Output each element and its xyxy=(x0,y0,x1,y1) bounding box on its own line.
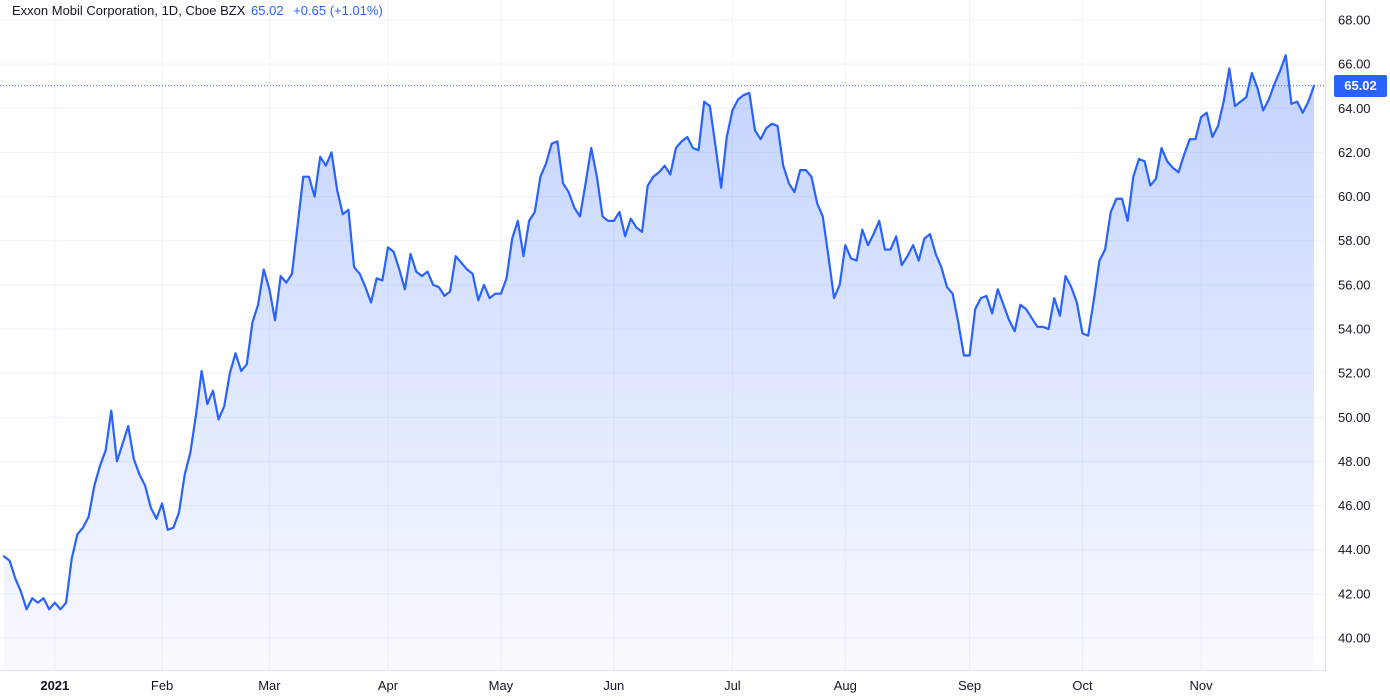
price-area-fill xyxy=(4,55,1314,671)
price-tick-label: 42.00 xyxy=(1338,586,1371,601)
price-line-series xyxy=(2,54,1316,611)
time-tick-label: Feb xyxy=(151,678,173,693)
price-tick-label: 64.00 xyxy=(1338,101,1371,116)
time-tick-label: Jun xyxy=(603,678,624,693)
time-tick-label: Nov xyxy=(1190,678,1214,693)
price-tick-label: 54.00 xyxy=(1338,322,1371,337)
time-tick-label: May xyxy=(489,678,514,693)
last-price-tag: 65.02 xyxy=(1334,74,1387,97)
price-tick-label: 60.00 xyxy=(1338,189,1371,204)
time-tick-label: Oct xyxy=(1072,678,1093,693)
price-tick-label: 56.00 xyxy=(1338,277,1371,292)
time-tick-label: Mar xyxy=(258,678,281,693)
chart-legend: Exxon Mobil Corporation, 1D, Cboe BZX 65… xyxy=(12,2,383,19)
last-price-value: 65.02 xyxy=(251,3,284,18)
price-tick-label: 66.00 xyxy=(1338,57,1371,72)
price-tick-label: 46.00 xyxy=(1338,498,1371,513)
time-tick-label: Apr xyxy=(378,678,399,693)
price-tick-label: 50.00 xyxy=(1338,410,1371,425)
time-tick-label: 2021 xyxy=(40,678,69,693)
price-tick-label: 40.00 xyxy=(1338,631,1371,646)
price-change: +0.65 (+1.01%) xyxy=(293,3,383,18)
price-tick-label: 68.00 xyxy=(1338,13,1371,28)
price-tick-label: 58.00 xyxy=(1338,233,1371,248)
price-tick-label: 52.00 xyxy=(1338,366,1371,381)
price-tick-label: 44.00 xyxy=(1338,542,1371,557)
time-axis[interactable]: 2021 Feb Mar Apr May Jun Jul Aug Sep Oct Nov xyxy=(40,678,1213,693)
price-tick-label: 62.00 xyxy=(1338,145,1371,160)
time-tick-label: Jul xyxy=(724,678,741,693)
time-tick-label: Sep xyxy=(958,678,981,693)
price-axis[interactable]: 40.00 42.00 44.00 46.00 48.00 50.00 52.00 54.00… xyxy=(1338,13,1371,646)
time-tick-label: Aug xyxy=(834,678,857,693)
symbol-title: Exxon Mobil Corporation, 1D, Cboe BZX xyxy=(12,3,246,18)
price-tick-label: 48.00 xyxy=(1338,454,1371,469)
